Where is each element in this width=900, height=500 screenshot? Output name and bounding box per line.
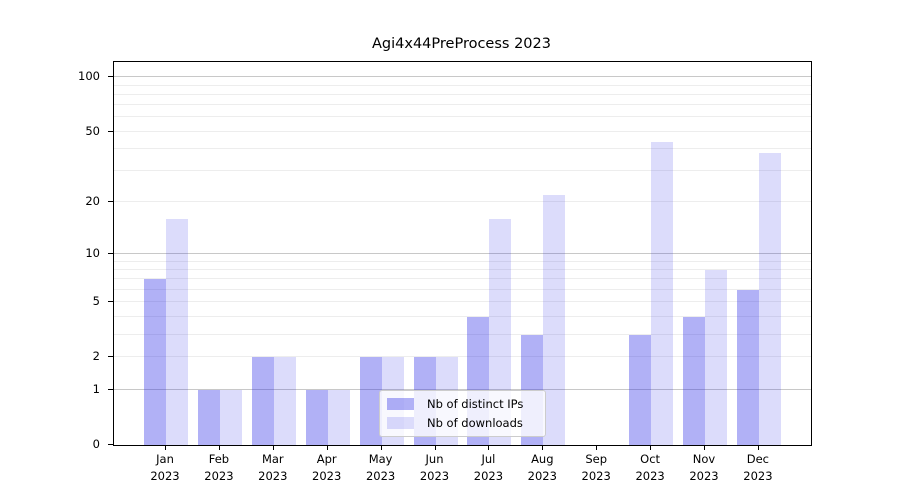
x-tick-label-dec: Dec 2023: [743, 452, 773, 483]
gridline-minor: [114, 315, 811, 317]
x-tick-label-apr: Apr 2023: [312, 452, 342, 483]
gridline-minor: [114, 333, 811, 335]
x-tick-label-oct: Oct 2023: [635, 452, 665, 483]
bar-nb-of-downloads-oct: [651, 141, 674, 445]
gridline-minor: [114, 301, 811, 303]
bar-nb-of-distinct-ips-oct: [629, 334, 652, 445]
bar-nb-of-downloads-jul: [489, 219, 512, 445]
x-tick-label-may: May 2023: [365, 452, 396, 483]
legend: Nb of distinct IPs Nb of downloads: [379, 390, 546, 437]
legend-label-distinct-ips: Nb of distinct IPs: [427, 397, 524, 411]
x-tick-mark: [218, 445, 220, 450]
legend-label-downloads: Nb of downloads: [427, 416, 523, 430]
x-tick-label-sep: Sep 2023: [581, 452, 611, 483]
y-tick-label-20: 20: [85, 194, 100, 209]
bar-nb-of-downloads-feb: [219, 389, 242, 445]
gridline-minor: [114, 130, 811, 132]
bar-nb-of-downloads-nov: [705, 269, 727, 445]
y-tick-mark: [108, 388, 113, 390]
bar-nb-of-distinct-ips-mar: [251, 357, 274, 445]
gridline-minor: [114, 268, 811, 270]
legend-swatch-distinct-ips: [387, 398, 414, 410]
y-tick-label-5: 5: [92, 294, 100, 309]
y-tick-mark: [108, 252, 113, 254]
legend-swatch-downloads: [387, 417, 414, 429]
bar-nb-of-distinct-ips-may: [359, 357, 382, 445]
bar-nb-of-distinct-ips-jan: [144, 279, 166, 445]
bar-nb-of-distinct-ips-apr: [305, 389, 328, 445]
gridline-minor: [114, 288, 811, 290]
x-tick-label-nov: Nov 2023: [689, 452, 719, 483]
gridline-major: [114, 76, 811, 78]
x-tick-mark: [326, 445, 328, 450]
gridline-minor: [114, 93, 811, 95]
gridline-minor: [114, 148, 811, 150]
y-tick-mark: [108, 76, 113, 78]
legend-item-downloads: Nb of downloads: [387, 416, 537, 430]
y-tick-label-50: 50: [85, 123, 100, 138]
x-tick-mark: [272, 445, 274, 450]
x-tick-label-jul: Jul 2023: [473, 452, 504, 483]
y-tick-label-10: 10: [85, 245, 100, 260]
y-tick-mark: [108, 201, 113, 203]
bar-nb-of-downloads-dec: [758, 153, 781, 445]
x-tick-mark: [596, 445, 598, 450]
y-tick-label-2: 2: [92, 349, 100, 364]
x-tick-mark: [704, 445, 705, 450]
x-tick-label-jun: Jun 2023: [419, 452, 450, 483]
bar-nb-of-downloads-jan: [166, 219, 188, 445]
y-tick-mark: [108, 130, 113, 132]
gridline-major: [114, 252, 811, 254]
x-tick-mark: [434, 445, 436, 450]
y-tick-mark: [108, 356, 113, 358]
x-tick-label-mar: Mar 2023: [258, 452, 288, 483]
bar-nb-of-distinct-ips-feb: [197, 389, 220, 445]
bar-nb-of-downloads-apr: [327, 389, 350, 445]
x-tick-mark: [165, 445, 166, 450]
y-tick-mark: [108, 301, 113, 303]
y-tick-label-1: 1: [92, 381, 100, 396]
gridline-minor: [114, 260, 811, 262]
x-tick-mark: [380, 445, 382, 450]
gridline-minor: [114, 104, 811, 106]
gridline-major: [114, 388, 811, 390]
gridline-minor: [114, 278, 811, 280]
x-tick-mark: [650, 445, 652, 450]
chart-title: Agi4x44PreProcess 2023: [372, 36, 551, 52]
y-tick-mark: [108, 444, 113, 445]
gridline-minor: [114, 356, 811, 358]
y-tick-label-100: 100: [78, 69, 100, 84]
gridline-minor: [114, 201, 811, 203]
x-tick-mark: [488, 445, 490, 450]
bar-nb-of-distinct-ips-dec: [736, 289, 759, 445]
gridline-minor: [114, 84, 811, 86]
legend-item-distinct-ips: Nb of distinct IPs: [387, 397, 537, 411]
gridline-minor: [114, 170, 811, 172]
x-tick-mark: [542, 445, 544, 450]
plot-area: Nb of distinct IPs Nb of downloads: [113, 61, 812, 446]
gridline-minor: [114, 116, 811, 118]
x-tick-label-feb: Feb 2023: [204, 452, 234, 483]
x-tick-label-jan: Jan 2023: [150, 452, 180, 483]
bar-nb-of-distinct-ips-nov: [683, 316, 705, 445]
x-tick-mark: [757, 445, 759, 450]
bar-nb-of-downloads-mar: [273, 357, 296, 445]
bar-nb-of-downloads-aug: [543, 195, 566, 445]
y-tick-label-0: 0: [92, 437, 100, 451]
x-tick-label-aug: Aug 2023: [527, 452, 557, 483]
